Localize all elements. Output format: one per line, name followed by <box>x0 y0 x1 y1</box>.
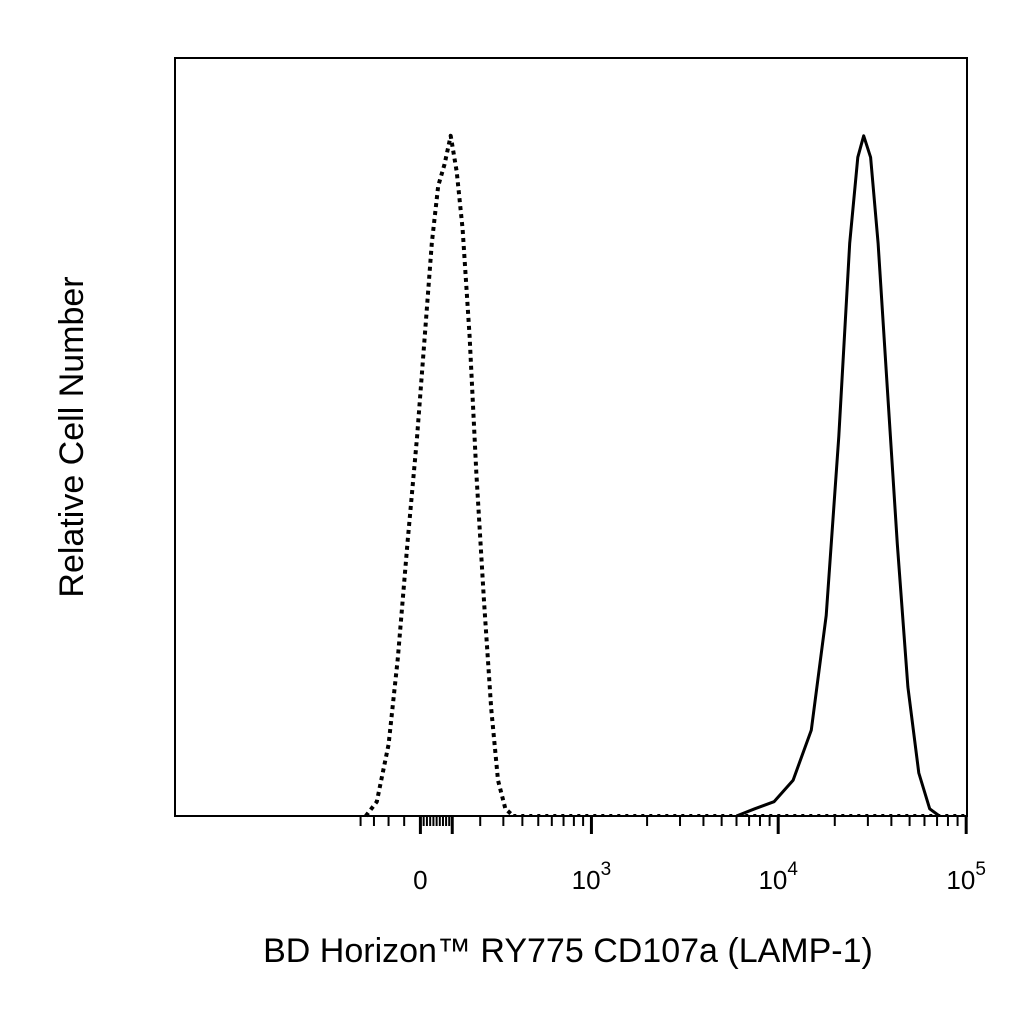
x-axis-title: BD Horizon™ RY775 CD107a (LAMP-1) <box>263 932 873 970</box>
x-tick-label: 104 <box>758 859 798 895</box>
series-dotted-histogram <box>364 133 515 818</box>
x-tick-label: 105 <box>946 859 986 895</box>
x-axis-tick-labels: 0 103 104 105 <box>413 859 986 895</box>
series-layer <box>364 133 965 818</box>
x-tick-label: 0 <box>413 865 427 895</box>
x-tick-label: 103 <box>572 859 612 895</box>
series-solid-histogram <box>735 134 941 818</box>
y-axis-title: Relative Cell Number <box>53 276 91 597</box>
plot-frame <box>174 57 968 817</box>
x-axis-ticks <box>359 816 968 834</box>
